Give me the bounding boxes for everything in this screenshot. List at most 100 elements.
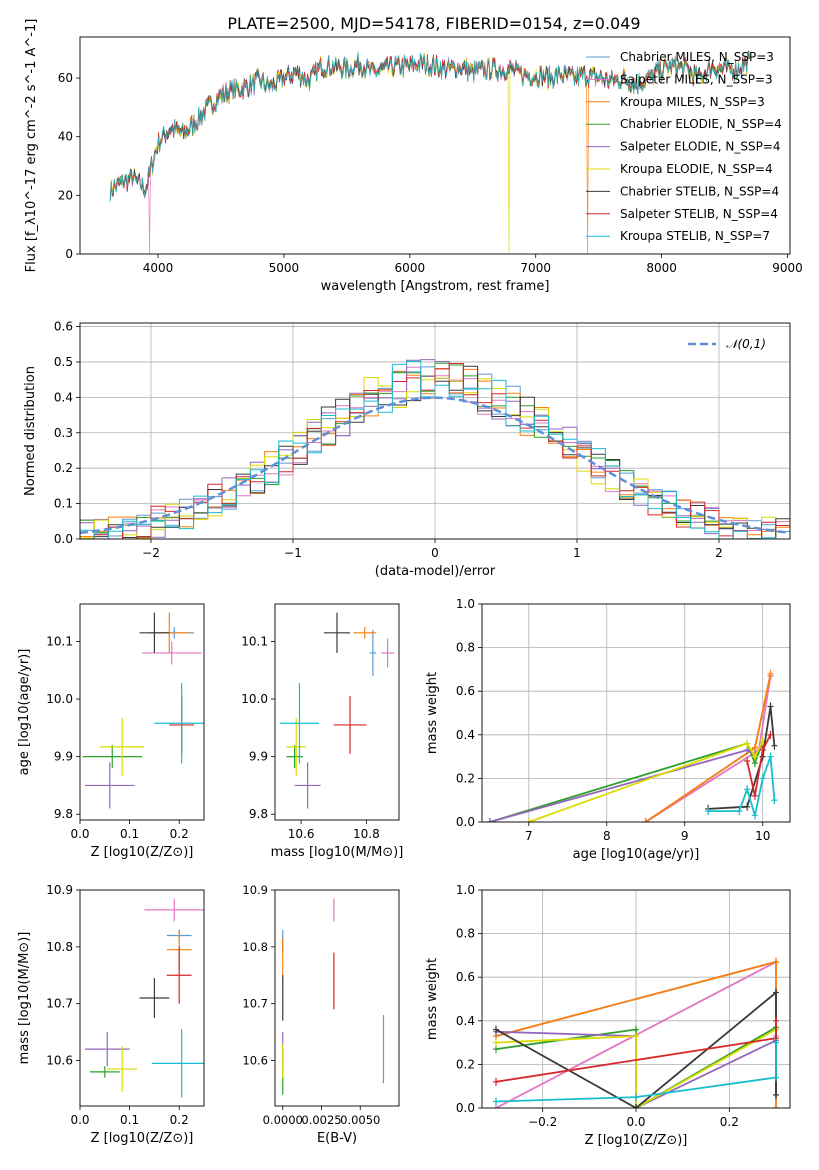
y-tick-label: 10.1 — [46, 634, 73, 648]
y-tick-label: 0.1 — [54, 497, 73, 511]
x-tick-label: −1 — [284, 546, 302, 560]
axes-frame — [481, 603, 791, 823]
legend-label: Salpeter STELIB, N_SSP=4 — [620, 207, 778, 221]
x-axis-label: Z [log10(Z/Z⊙)] — [91, 845, 194, 860]
y-tick-label: 60 — [58, 71, 73, 85]
y-tick-label: 0.0 — [54, 532, 73, 546]
x-tick-label: 10.8 — [353, 827, 380, 841]
x-tick-label: 0.2 — [170, 1113, 189, 1127]
point-salpeter-miles — [142, 641, 202, 665]
x-tick-label: 0.1 — [120, 1113, 139, 1127]
series-kroupa-elodie — [525, 737, 766, 822]
x-tick-label: 9 — [681, 829, 689, 843]
x-tick-label: 0.2 — [720, 1115, 739, 1129]
x-axis-label: Z [log10(Z/Z⊙)] — [91, 1131, 194, 1146]
x-tick-label: 0.1 — [120, 827, 139, 841]
figure-title: PLATE=2500, MJD=54178, FIBERID=0154, z=0… — [227, 14, 640, 33]
plot-area — [486, 669, 778, 822]
y-tick-label: 1.0 — [456, 597, 475, 611]
axes-frame — [274, 889, 400, 1107]
y-tick-label: 9.8 — [249, 807, 268, 821]
y-tick-label: 0.4 — [456, 728, 475, 742]
point-kroupa-stelib — [279, 682, 320, 764]
point-kroupa-miles — [353, 627, 377, 639]
x-axis-label: age [log10(age/yr)] — [573, 847, 700, 862]
y-tick-label: 10.0 — [46, 692, 73, 706]
panel-age_vs_Z: 0.0 0.1 0.2 9.8 9.9 10.0 10.1 Z [log10(Z/Z⊙)] ag… — [17, 603, 205, 860]
y-tick-label: 0.6 — [456, 684, 475, 698]
y-tick-label: 10.7 — [46, 997, 73, 1011]
y-axis-label: mass [log10(M/M⊙)] — [17, 932, 32, 1065]
y-tick-label: 10.6 — [46, 1054, 73, 1068]
plot-area — [80, 359, 790, 539]
y-tick-label: 0.8 — [456, 641, 475, 655]
y-tick-label: 0.4 — [54, 390, 73, 404]
series-kroupa-stelib — [705, 752, 778, 820]
y-tick-label: 0 — [65, 247, 73, 261]
point-chabrier-elodie — [82, 745, 142, 769]
y-tick-label: 0.4 — [456, 1014, 475, 1028]
series-line — [528, 740, 764, 822]
panel-plot: 4000 5000 6000 7000 8000 9000 0 20 40 60 wavelengt… — [24, 19, 803, 294]
series-chabrier-stelib — [705, 702, 778, 813]
legend-label: Kroupa ELODIE, N_SSP=4 — [620, 162, 773, 176]
x-axis-label: E(B-V) — [317, 1131, 357, 1146]
series-line — [708, 756, 776, 816]
x-tick-label: 7 — [525, 829, 533, 843]
legend-label: Kroupa MILES, N_SSP=3 — [620, 95, 765, 109]
y-tick-label: 1.0 — [456, 883, 475, 897]
spectrum-salpeter-stelib — [109, 50, 751, 200]
legend-label: Kroupa STELIB, N_SSP=7 — [620, 229, 770, 243]
point-salpeter-elodie — [294, 762, 321, 809]
y-tick-label: 9.9 — [249, 750, 268, 764]
y-tick-label: 0.6 — [54, 320, 73, 334]
point-kroupa-elodie — [107, 1046, 138, 1092]
y-tick-label: 10.9 — [242, 883, 268, 897]
point-chabrier-elodie — [286, 745, 303, 769]
point-kroupa-stelib — [151, 1029, 204, 1098]
series-line — [495, 1042, 777, 1103]
y-tick-label: 9.9 — [54, 750, 73, 764]
x-tick-label: 10 — [755, 829, 770, 843]
y-tick-label: 0.5 — [54, 355, 73, 369]
series-kroupa-miles — [642, 669, 774, 822]
axes-frame — [481, 889, 791, 1109]
plot-area — [279, 612, 395, 809]
hist-kroupa-stelib — [80, 360, 790, 539]
spectrum-kroupa-stelib — [109, 51, 751, 202]
point-salpeter-stelib — [166, 946, 192, 1004]
panel-weight_vs_age: 7 8 9 10 0.0 0.2 0.4 0.6 0.8 1.0 age [log10(age/yr… — [425, 597, 791, 862]
panel-mass_vs_Z: 0.0 0.1 0.2 10.6 10.7 10.8 10.9 Z [log10(Z/Z⊙)]… — [17, 883, 205, 1146]
legend-label: Salpeter ELODIE, N_SSP=4 — [620, 140, 781, 154]
x-tick-label: 0.0 — [626, 1115, 645, 1129]
x-tick-label: 2 — [715, 546, 723, 560]
axes-frame — [79, 36, 791, 255]
panel-age_vs_mass: 10.6 10.8 9.8 9.9 10.0 10.1 mass [log10(M/M⊙)] — [241, 603, 403, 860]
y-tick-label: 10.1 — [241, 634, 268, 648]
point-chabrier-stelib — [139, 612, 170, 653]
y-tick-label: 10.7 — [242, 997, 268, 1011]
x-tick-label: 0.0025 — [301, 1113, 341, 1127]
series-line — [495, 1028, 777, 1108]
legend-label: 𝒩(0,1) — [726, 337, 766, 351]
x-tick-label: 0.0 — [70, 1113, 89, 1127]
x-axis-label: (data-model)/error — [375, 564, 496, 579]
axes-frame — [79, 603, 205, 821]
normal-curve — [80, 396, 790, 535]
y-tick-label: 0.0 — [456, 815, 475, 829]
legend-label: Chabrier ELODIE, N_SSP=4 — [620, 117, 782, 131]
y-tick-label: 40 — [58, 130, 73, 144]
axes-frame — [79, 889, 205, 1107]
plot-area — [82, 612, 204, 809]
x-axis-label: Z [log10(Z/Z⊙)] — [585, 1133, 688, 1148]
x-tick-label: 7000 — [520, 261, 551, 275]
point-chabrier-miles — [369, 629, 377, 676]
point-salpeter-stelib — [333, 696, 367, 754]
series-salpeter-stelib — [744, 730, 774, 800]
point-salpeter-miles — [144, 898, 204, 922]
series-salpeter-stelib — [493, 1016, 779, 1086]
y-tick-label: 9.8 — [54, 807, 73, 821]
point-salpeter-miles — [381, 638, 395, 668]
point-kroupa-stelib — [154, 682, 204, 764]
